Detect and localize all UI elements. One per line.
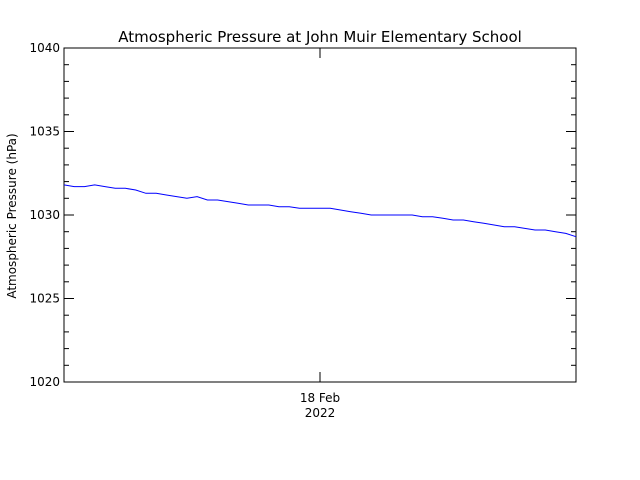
pressure-series-line (63, 184, 577, 238)
plot-frame (63, 47, 577, 383)
y-tick-label: 1020 (29, 375, 60, 389)
y-tick-label: 1025 (29, 292, 60, 306)
x-tick-label: 18 Feb (300, 391, 340, 405)
y-tick-label: 1035 (29, 125, 60, 139)
y-tick-label: 1030 (29, 208, 60, 222)
series-layer (63, 184, 577, 238)
x-tick-label-year: 2022 (305, 406, 336, 420)
chart-title: Atmospheric Pressure at John Muir Elemen… (118, 28, 522, 46)
axis-ticks (64, 47, 576, 383)
y-tick-labels: 1020 1025 1030 1035 1040 (29, 41, 60, 389)
y-tick-label: 1040 (29, 41, 60, 55)
y-axis-label: Atmospheric Pressure (hPa) (5, 133, 19, 298)
